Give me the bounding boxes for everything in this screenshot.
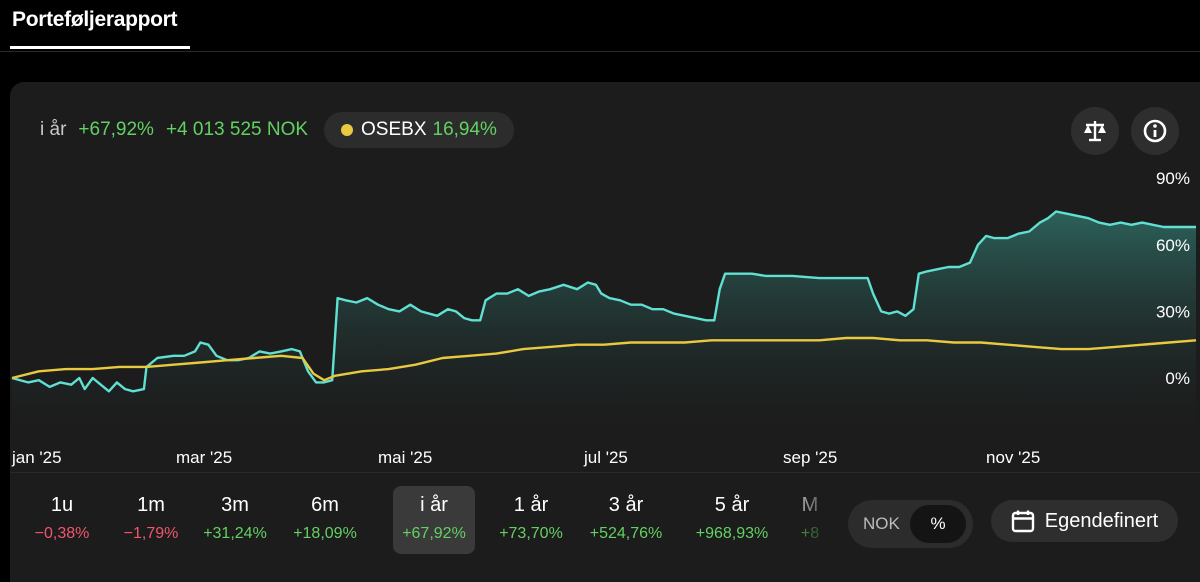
period-return: +18,09% [293,525,357,542]
period-8[interactable]: 5 år +968,93% [690,486,774,554]
y-tick-label: 0% [1165,369,1190,388]
period-return: −0,38% [34,525,90,542]
x-tick-label: nov '25 [986,448,1040,467]
benchmark-pill[interactable]: OSEBX 16,94% [324,112,514,148]
scale-icon [1084,121,1106,142]
active-tab-underline [10,46,190,49]
custom-range-button[interactable]: Egendefinert [991,500,1178,542]
period-2[interactable]: 1m −1,79% [109,486,193,554]
period-label: 1 år [513,494,549,516]
info-button[interactable] [1131,107,1179,155]
x-tick-label: sep '25 [783,448,837,467]
summary-period-label: i år [40,119,67,140]
x-tick-label: mai '25 [378,448,432,467]
summary-return-pct: +67,92% [78,119,154,140]
unit-toggle-pct[interactable]: % [910,505,966,543]
y-tick-label: 60% [1156,236,1190,255]
y-tick-label: 90% [1156,169,1190,188]
benchmark-line [11,336,1197,382]
unit-toggle[interactable]: NOK % [848,500,973,548]
unit-toggle-nok[interactable]: NOK [863,514,900,533]
period-label: 3 år [608,494,644,516]
period-return: +31,24% [203,525,267,542]
period-label: i år [420,494,448,516]
summary-row: i år +67,92% +4 013 525 NOK OSEBX 16,94% [40,112,514,148]
x-tick-label: jul '25 [583,448,628,467]
benchmark-return: 16,94% [432,119,497,140]
custom-range-label: Egendefinert [1044,509,1159,532]
calendar-icon [1011,510,1034,533]
period-label: 3m [221,494,249,516]
performance-chart: 90% 60% 30% 0% jan '25 mar '25 mai '25 jul '25 s… [11,169,1197,467]
period-label: 5 år [714,494,750,516]
period-4[interactable]: 6m +18,09% [283,486,367,554]
period-return: +73,70% [499,525,563,542]
compare-button[interactable] [1071,107,1119,155]
period-7[interactable]: 3 år +524,76% [584,486,668,554]
header-divider [0,51,1200,52]
period-label: 1m [137,494,165,516]
period-5[interactable]: i år +67,92% [393,486,475,554]
benchmark-dot [341,124,354,136]
period-divider [10,472,1200,473]
period-1[interactable]: 1u −0,38% [20,486,104,554]
period-return: +968,93% [695,525,769,542]
portfolio-line [11,210,1196,393]
x-tick-label: mar '25 [176,448,232,467]
page-title: Porteføljerapport [12,8,178,31]
info-icon [1143,119,1167,143]
summary-return-abs: +4 013 525 NOK [165,119,309,140]
scroll-fade [780,480,850,570]
period-return: +524,76% [589,525,663,542]
period-return: −1,79% [123,525,179,542]
portfolio-area [12,211,1196,430]
period-label: 1u [50,494,74,516]
period-6[interactable]: 1 år +73,70% [489,486,573,554]
period-label: 6m [311,494,339,516]
period-return: +67,92% [402,525,466,542]
benchmark-name: OSEBX [361,119,427,140]
y-tick-label: 30% [1156,302,1190,321]
x-tick-label: jan '25 [11,448,62,467]
period-3[interactable]: 3m +31,24% [193,486,277,554]
